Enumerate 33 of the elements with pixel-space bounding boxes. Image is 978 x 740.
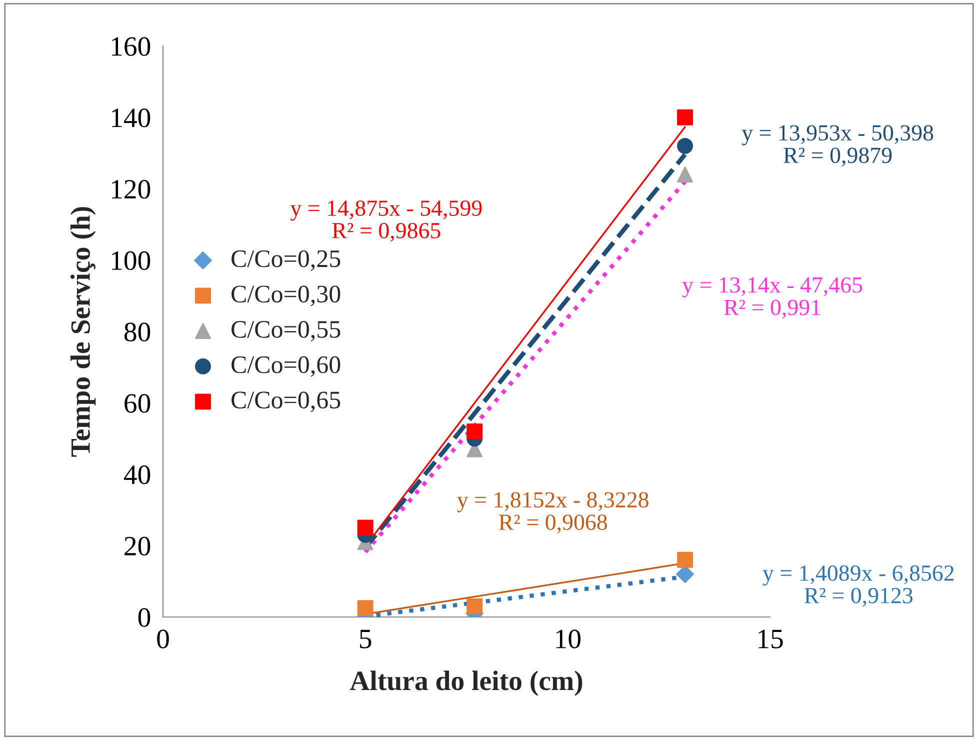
annotation: y = 13,14x - 47,465 R² = 0,991 [682, 277, 862, 318]
x-tick-label: 15 [758, 630, 783, 648]
point [677, 138, 693, 154]
x-tick-label: 10 [556, 630, 580, 648]
y-tick-label: 160 [112, 37, 150, 56]
point [677, 552, 693, 568]
legend-label: C/Co=0,60 [232, 356, 340, 377]
annotation: y = 14,875x - 54,599 R² = 0,9865 [290, 200, 482, 242]
x-tick-label: 5 [360, 630, 372, 648]
annotation: y = 1,8152x - 8,3228 R² = 0,9068 [457, 492, 648, 534]
point [677, 166, 693, 182]
y-tick-label: 20 [124, 536, 150, 556]
y-tick-label: 0 [138, 608, 150, 627]
x-tick-label: 0 [157, 630, 169, 648]
y-axis-title: Tempo de Serviço (h) [70, 207, 96, 457]
point [466, 423, 483, 440]
y-tick-label: 40 [124, 465, 150, 484]
annotation: y = 13,953x - 50,398 R² = 0,9879 [742, 125, 934, 166]
point [357, 600, 374, 616]
annotation: y = 1,4089x - 6,8562 R² = 0,9123 [762, 565, 954, 607]
legend-label: C/Co=0,55 [232, 320, 340, 342]
y-tick-label: 80 [124, 322, 150, 342]
x-axis-title: Altura do leito (cm) [350, 670, 582, 696]
point [677, 109, 693, 126]
legend-label: C/Co=0,30 [232, 286, 340, 306]
point [466, 598, 483, 614]
y-tick-label: 140 [112, 108, 150, 128]
y-tick-label: 100 [112, 251, 150, 270]
y-tick-label: 120 [112, 180, 150, 199]
legend-label: C/Co=0,65 [232, 392, 340, 412]
legend-label: C/Co=0,25 [232, 250, 340, 271]
point [357, 520, 374, 536]
y-tick-label: 60 [124, 394, 150, 413]
